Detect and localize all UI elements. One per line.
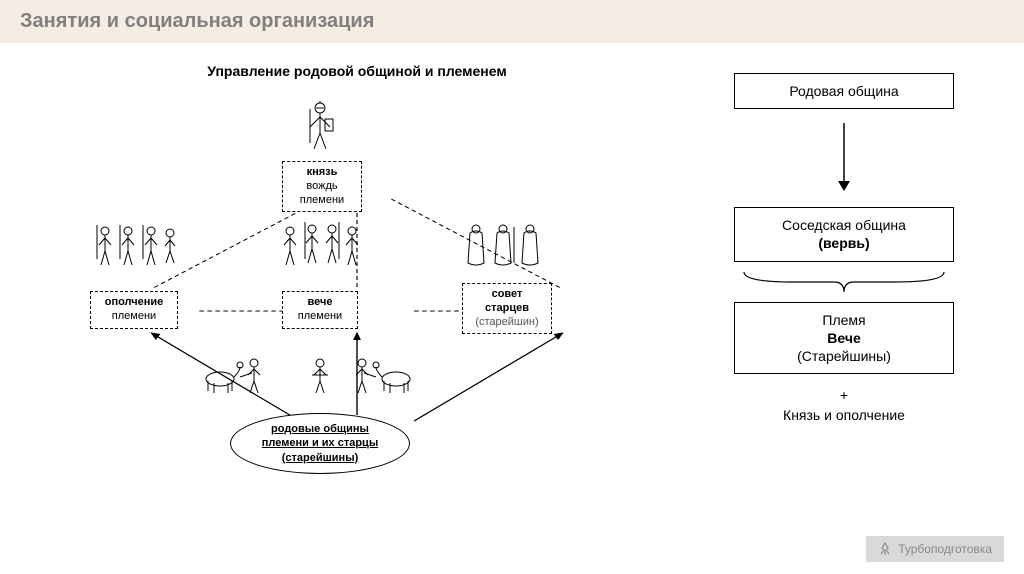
- figure-farmers: [190, 349, 450, 410]
- node-opolchenie: ополчение племени: [90, 291, 178, 329]
- right-flowchart-panel: Родовая община Соседская община (вервь) …: [694, 63, 994, 491]
- node-sovet-l1: совет: [471, 288, 543, 302]
- node-veche-l2: племени: [291, 310, 349, 324]
- arrow-down-icon: [836, 123, 852, 193]
- box-rodovaya: Родовая община: [734, 73, 954, 109]
- box-sosedskaya: Соседская община (вервь): [734, 207, 954, 261]
- box-sosedskaya-l2: (вервь): [751, 234, 937, 252]
- box-plemya-l2: Вече: [751, 329, 937, 347]
- node-knyaz: князь вождь племени: [282, 161, 362, 212]
- node-sovet-l3: (старейшин): [471, 316, 543, 330]
- node-opolchenie-l1: ополчение: [99, 296, 169, 310]
- figure-militia: [90, 221, 180, 286]
- figure-elders: [458, 219, 548, 286]
- logo-badge: Турбоподготовка: [866, 536, 1004, 562]
- box-sosedskaya-l1: Соседская община: [751, 216, 937, 234]
- node-root-l1: родовые общины: [245, 422, 395, 436]
- node-sovet: совет старцев (старейшин): [462, 283, 552, 334]
- node-root-l2: племени и их старцы: [245, 436, 395, 450]
- node-veche: вече племени: [282, 291, 358, 329]
- diagram-area: князь вождь племени: [60, 91, 654, 491]
- node-root-oval: родовые общины племени и их старцы (стар…: [230, 413, 410, 474]
- node-veche-l1: вече: [291, 296, 349, 310]
- logo-text: Турбоподготовка: [898, 542, 992, 556]
- page-title: Занятия и социальная организация: [20, 10, 1004, 33]
- content-area: Управление родовой общиной и племенем: [0, 43, 1024, 491]
- left-diagram-panel: Управление родовой общиной и племенем: [60, 63, 654, 491]
- node-knyaz-l2: вождь племени: [291, 180, 353, 208]
- box-plemya-l1: Племя: [751, 311, 937, 329]
- plus-l1: +: [783, 386, 905, 406]
- node-sovet-l2: старцев: [471, 302, 543, 316]
- figure-assembly: [270, 219, 370, 286]
- page-header: Занятия и социальная организация: [0, 0, 1024, 43]
- diagram-title: Управление родовой общиной и племенем: [60, 63, 654, 79]
- node-root-l3: (старейшины): [245, 451, 395, 465]
- plus-l2: Князь и ополчение: [783, 406, 905, 426]
- brace-icon: [734, 268, 954, 296]
- node-knyaz-l1: князь: [291, 166, 353, 180]
- box-plemya-l3: (Старейшины): [751, 347, 937, 365]
- node-opolchenie-l2: племени: [99, 310, 169, 324]
- figure-prince: [300, 99, 340, 159]
- plus-text: + Князь и ополчение: [783, 386, 905, 425]
- rocket-icon: [878, 542, 892, 556]
- box-rodovaya-text: Родовая община: [789, 83, 898, 99]
- box-plemya: Племя Вече (Старейшины): [734, 302, 954, 375]
